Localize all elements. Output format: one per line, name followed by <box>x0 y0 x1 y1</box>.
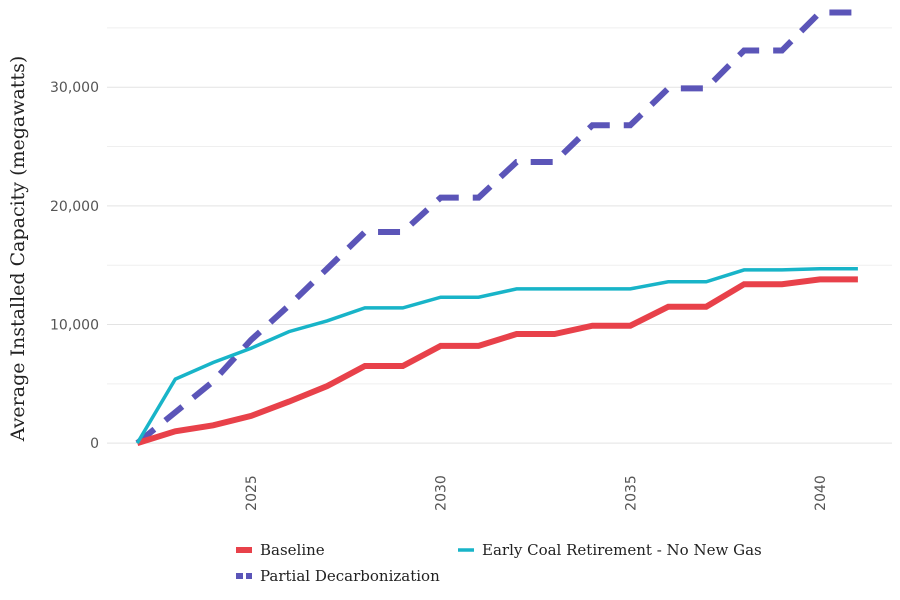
series-line-baseline <box>136 276 858 446</box>
gridlines <box>107 27 892 444</box>
x-tick-label: 2035 <box>623 475 639 511</box>
series-lines <box>135 9 858 446</box>
series-line-early-coal-retirement-no-new-gas <box>135 267 858 444</box>
y-tick-label: 0 <box>90 436 99 452</box>
y-tick-label: 30,000 <box>50 80 99 96</box>
x-tick-label: 2030 <box>434 475 450 511</box>
x-tick-label: 2040 <box>813 475 829 511</box>
legend-label: Baseline <box>260 541 325 559</box>
y-axis-title: Average Installed Capacity (megawatts) <box>7 56 29 443</box>
legend-label: Early Coal Retirement - No New Gas <box>482 541 762 559</box>
y-axis-ticks: 0 10,000 20,000 30,000 <box>50 80 99 452</box>
legend-label: Partial Decarbonization <box>260 567 440 585</box>
y-tick-label: 10,000 <box>50 318 99 334</box>
x-tick-label: 2025 <box>244 475 260 511</box>
y-tick-label: 20,000 <box>50 199 99 215</box>
x-axis-ticks: 2025 2030 2035 2040 <box>244 475 829 511</box>
legend: Baseline Early Coal Retirement - No New G… <box>236 541 762 585</box>
series-line-partial-decarbonization <box>135 9 858 446</box>
